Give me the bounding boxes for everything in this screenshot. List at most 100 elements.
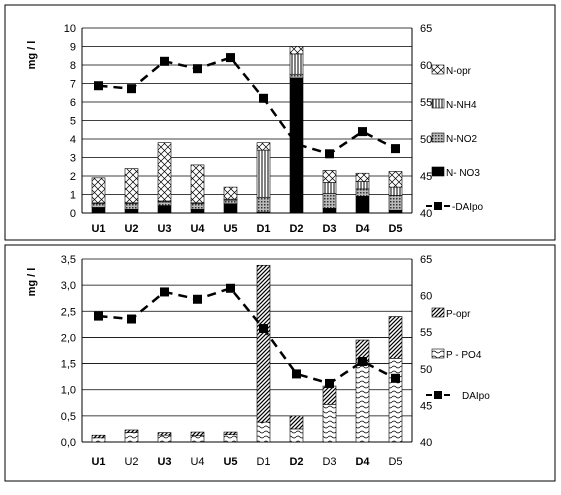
daipo-line: [98, 56, 397, 156]
y2-tick-label: 60: [420, 291, 432, 303]
panel-frame-top: [4, 4, 556, 241]
bar-wave: [157, 434, 172, 443]
bar-wave: [388, 358, 403, 443]
bar-black: [388, 209, 403, 214]
daipo-line: [98, 286, 397, 385]
bar-vlines: [256, 149, 271, 198]
y-tick-label: 0: [70, 208, 76, 220]
y2-tick-label: 65: [420, 254, 432, 266]
bar-xhatch: [388, 171, 403, 188]
y2-tick-label: 40: [420, 208, 432, 220]
category-label: D2: [289, 456, 303, 468]
y-tick-label: 2: [70, 171, 76, 183]
y2-tick-label: 45: [420, 400, 432, 412]
daipo-point: [226, 283, 235, 293]
category-label: U5: [223, 456, 237, 468]
category-label: U5: [223, 223, 237, 235]
y-tick-label: 1: [70, 190, 76, 202]
bar-vlines: [388, 186, 403, 196]
y-tick-label: 3: [70, 153, 76, 165]
bar-dots: [289, 73, 304, 79]
category-label: D1: [256, 223, 270, 235]
category-label: U4: [190, 456, 204, 468]
y-tick-label: 2,0: [61, 332, 76, 344]
bar-vlines: [289, 53, 304, 75]
category-label: U3: [157, 456, 171, 468]
daipo-point: [259, 324, 268, 334]
y-tick-label: 7: [70, 79, 76, 91]
y-tick-label: 9: [70, 42, 76, 54]
y2-tick-label: 55: [420, 327, 432, 339]
daipo-point: [292, 139, 301, 149]
bar-diag: [190, 431, 205, 437]
daipo-point: [94, 311, 103, 321]
category-label: D3: [322, 456, 336, 468]
category-label: U4: [190, 223, 205, 235]
bar-dots: [91, 203, 106, 208]
category-label: D4: [355, 456, 370, 468]
bar-wave: [190, 435, 205, 443]
category-label: U2: [124, 223, 138, 235]
bar-wave: [289, 428, 304, 443]
bar-diag: [124, 429, 139, 433]
bar-xhatch: [157, 142, 172, 202]
category-label: D5: [388, 223, 402, 235]
bar-wave: [355, 360, 370, 443]
bar-wave: [223, 434, 238, 443]
legend-swatch: [431, 348, 445, 359]
bar-xhatch: [289, 46, 304, 55]
legend-label: N- NO3: [446, 168, 480, 179]
bar-dots: [124, 203, 139, 210]
bar-wave: [124, 432, 139, 443]
bar-vlines: [355, 181, 370, 190]
bar-xhatch: [322, 170, 337, 183]
daipo-point: [160, 56, 169, 66]
y-tick-label: 1,0: [61, 385, 76, 397]
daipo-point: [226, 53, 235, 63]
bar-xhatch: [256, 142, 271, 151]
daipo-point: [127, 314, 136, 324]
y-tick-label: 3,5: [61, 254, 76, 266]
y-tick-label: 6: [70, 97, 76, 109]
daipo-point: [127, 84, 136, 94]
bar-xhatch: [190, 164, 205, 204]
legend-label: P-opr: [446, 309, 471, 320]
y-axis-label: mg / l: [26, 41, 38, 70]
bar-diag: [322, 385, 337, 405]
daipo-point: [292, 369, 301, 379]
bar-black: [355, 196, 370, 214]
legend-swatch: [431, 307, 445, 318]
bar-black: [157, 205, 172, 214]
bar-dots: [157, 201, 172, 206]
daipo-point: [391, 373, 400, 383]
y-tick-label: 4: [70, 134, 76, 146]
bar-dots: [322, 193, 337, 209]
bar-black: [223, 203, 238, 214]
legend-swatch-marker: [434, 202, 442, 210]
bar-xhatch: [223, 186, 238, 200]
y-tick-label: 8: [70, 60, 76, 72]
legend-swatch: [431, 132, 445, 143]
bar-dots: [388, 195, 403, 211]
y-tick-label: 1,5: [61, 359, 76, 371]
y2-tick-label: 60: [420, 60, 432, 72]
daipo-point: [160, 287, 169, 297]
legend-label: P - PO4: [446, 350, 482, 361]
daipo-point: [259, 93, 268, 103]
bar-black: [190, 209, 205, 214]
bar-wave: [91, 437, 106, 443]
legend-swatch: [431, 98, 445, 109]
y-tick-label: 3,0: [61, 280, 76, 292]
bar-xhatch: [355, 172, 370, 182]
bar-black: [124, 209, 139, 214]
y2-tick-label: 55: [420, 97, 432, 109]
bar-dots: [190, 203, 205, 210]
daipo-point: [94, 81, 103, 91]
daipo-point: [325, 149, 334, 159]
y-tick-label: 10: [64, 23, 76, 35]
legend-label: N-NO2: [446, 134, 478, 145]
bar-diag: [256, 264, 271, 423]
category-label: U1: [91, 456, 105, 468]
category-label: D2: [289, 223, 303, 235]
bar-wave: [256, 421, 271, 443]
